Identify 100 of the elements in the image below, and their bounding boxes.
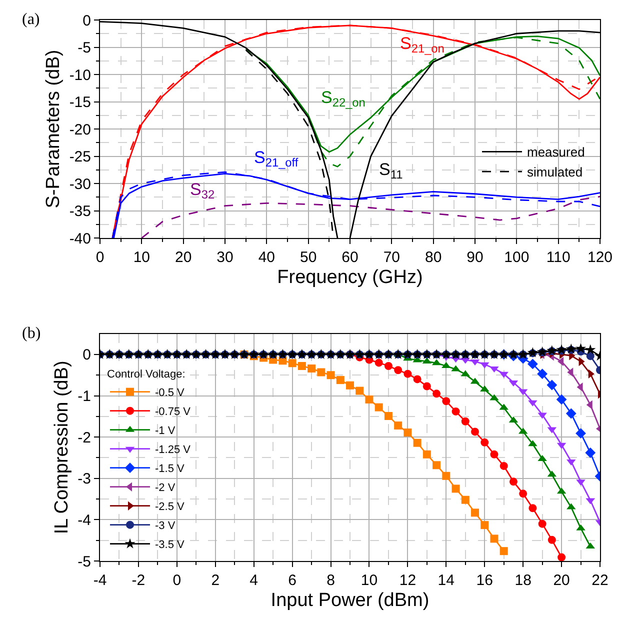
x-tick-label: 22 <box>592 572 608 589</box>
point <box>566 408 576 419</box>
legend-label: -1.25 V <box>155 444 192 456</box>
point <box>556 394 567 405</box>
y-tick-label: -20 <box>69 121 91 138</box>
y-tick-label: -3 <box>78 470 91 488</box>
point <box>394 421 402 430</box>
x-tick-label: 2 <box>211 572 220 589</box>
point <box>490 534 498 543</box>
x-tick-label: 18 <box>514 572 532 589</box>
y-axis-title: S-Parameters (dB) <box>43 50 64 208</box>
legend-label: -2.5 V <box>155 501 186 514</box>
point <box>288 359 296 368</box>
x-tick-label: 10 <box>133 249 150 266</box>
point <box>558 553 566 561</box>
point <box>461 417 470 426</box>
y-tick-label: -25 <box>69 148 91 166</box>
point <box>576 428 586 439</box>
legend-title: Control Voltage: <box>107 368 186 380</box>
legend-label: -3.5 V <box>155 539 186 552</box>
x-tick-label: 4 <box>250 572 258 589</box>
point <box>442 472 450 480</box>
legend-label: -0.5 V <box>155 387 186 400</box>
point <box>500 547 508 556</box>
point <box>404 370 412 378</box>
y-tick-label: 0 <box>82 12 91 30</box>
y-tick-label: -4 <box>78 512 91 529</box>
point <box>298 362 306 370</box>
legend-label: -2 V <box>155 482 176 494</box>
y-tick-label: -5 <box>78 40 91 56</box>
x-tick-label: 80 <box>424 249 442 266</box>
point <box>365 395 374 404</box>
text: (b) <box>22 325 41 342</box>
y-tick-label: -1 <box>78 388 91 405</box>
x-tick-label: 110 <box>546 249 570 266</box>
point <box>546 380 558 390</box>
point <box>585 448 596 458</box>
annotation: S$_{32}$ <box>190 180 215 202</box>
x-tick-label: 6 <box>288 572 296 589</box>
point <box>500 462 508 470</box>
point <box>413 438 422 447</box>
y-axis-title: IL Compression (dB) <box>52 360 73 534</box>
point <box>528 504 537 512</box>
x-tick-label: -2 <box>132 572 146 589</box>
point <box>585 344 596 354</box>
x-tick-label: 40 <box>258 249 276 266</box>
point <box>519 490 528 498</box>
point <box>326 371 335 380</box>
x-tick-label: 0 <box>172 572 182 589</box>
point <box>548 536 556 544</box>
y-tick-label: -40 <box>69 230 91 248</box>
y-tick-label: -35 <box>69 203 91 220</box>
point <box>527 358 538 370</box>
legend-label: measured <box>527 144 585 160</box>
x-tick-label: 16 <box>476 572 493 589</box>
point <box>336 376 344 384</box>
legend-label: -1.5 V <box>155 463 186 476</box>
x-tick-label: 100 <box>504 249 530 266</box>
point <box>575 343 586 354</box>
x-tick-label: 14 <box>438 572 454 589</box>
point <box>471 428 479 436</box>
point <box>404 428 412 437</box>
x-tick-label: -4 <box>93 572 107 589</box>
point <box>317 368 326 376</box>
point <box>509 478 518 486</box>
point <box>586 352 594 360</box>
x-tick-label: 70 <box>383 249 400 266</box>
point <box>432 390 441 398</box>
x-axis-title: Input Power (dBm) <box>270 590 430 611</box>
point <box>442 397 450 406</box>
x-tick-label: 50 <box>300 249 317 266</box>
point <box>480 521 489 530</box>
annotation: S$_{21_off}$ <box>254 148 299 170</box>
point <box>422 382 431 390</box>
y-tick-label: -10 <box>69 66 91 84</box>
x-tick-label: 12 <box>399 572 416 589</box>
text: (a) <box>22 11 40 28</box>
x-tick-label: 30 <box>216 249 234 266</box>
legend-label: simulated <box>527 164 583 180</box>
point <box>413 375 422 384</box>
point <box>432 461 441 470</box>
point <box>556 344 567 354</box>
point <box>452 484 460 493</box>
point <box>471 508 479 517</box>
point <box>374 403 383 412</box>
y-tick-label: -15 <box>69 94 91 112</box>
x-tick-label: 20 <box>553 572 570 589</box>
point <box>346 381 354 390</box>
point <box>384 412 392 420</box>
point <box>461 496 470 504</box>
x-tick-label: 20 <box>174 249 192 266</box>
point <box>394 366 402 374</box>
y-tick-label: -2 <box>78 429 91 446</box>
annotation: S$_{11}$ <box>379 160 404 182</box>
point <box>384 362 392 370</box>
x-tick-label: 90 <box>466 249 484 266</box>
point <box>537 368 548 380</box>
legend-label: -0.75 V <box>155 406 192 418</box>
x-tick-label: 10 <box>360 572 378 589</box>
y-tick-label: -5 <box>78 553 91 570</box>
